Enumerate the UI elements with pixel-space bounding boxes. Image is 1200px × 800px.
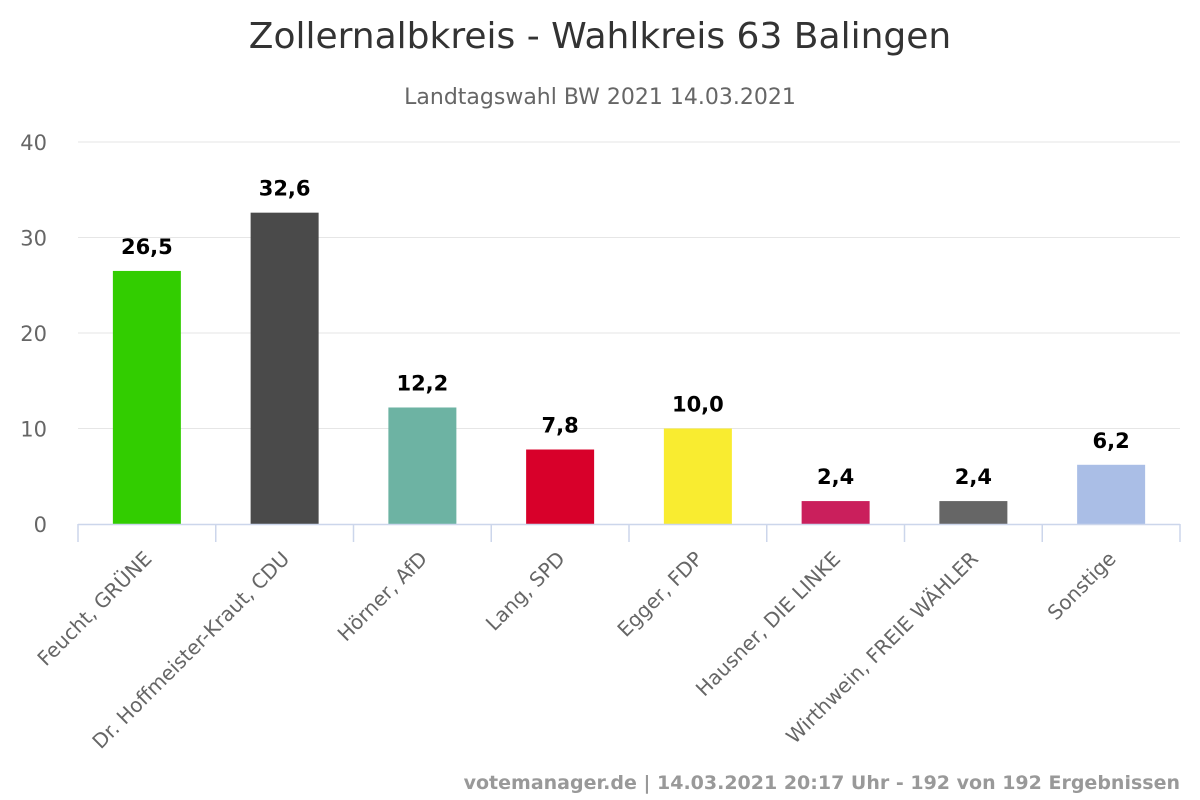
data-label: 32,6 bbox=[259, 177, 311, 201]
x-tick-label: Egger, FDP bbox=[612, 547, 707, 642]
data-label: 2,4 bbox=[817, 465, 854, 489]
x-tick-label: Sonstige bbox=[1043, 547, 1121, 625]
x-tick-label: Hausner, DIE LINKE bbox=[691, 547, 845, 701]
bar[interactable] bbox=[250, 212, 319, 525]
bar[interactable] bbox=[388, 407, 457, 524]
chart-subtitle: Landtagswahl BW 2021 14.03.2021 bbox=[404, 85, 796, 110]
bar[interactable] bbox=[526, 449, 595, 524]
x-tick-label: Feucht, GRÜNE bbox=[32, 547, 156, 671]
y-tick-label: 30 bbox=[20, 227, 47, 251]
bar[interactable] bbox=[1077, 464, 1146, 524]
credits-text: votemanager.de | 14.03.2021 20:17 Uhr - … bbox=[464, 772, 1180, 794]
data-label: 12,2 bbox=[396, 371, 448, 395]
y-tick-label: 10 bbox=[20, 418, 47, 442]
bar[interactable] bbox=[663, 428, 732, 525]
y-tick-label: 20 bbox=[20, 322, 47, 346]
y-tick-label: 0 bbox=[34, 513, 47, 537]
data-label: 7,8 bbox=[542, 414, 579, 438]
y-tick-label: 40 bbox=[20, 131, 47, 155]
x-tick-label: Lang, SPD bbox=[481, 547, 570, 636]
x-tick-label: Hörner, AfD bbox=[333, 547, 432, 646]
y-axis: 0 10 20 30 40 bbox=[20, 131, 47, 537]
bar[interactable] bbox=[801, 501, 870, 524]
bar[interactable] bbox=[939, 501, 1008, 524]
data-label: 6,2 bbox=[1093, 429, 1130, 453]
data-label: 2,4 bbox=[955, 465, 992, 489]
bar[interactable] bbox=[112, 270, 181, 524]
chart-title: Zollernalbkreis - Wahlkreis 63 Balingen bbox=[249, 16, 951, 57]
credits-link[interactable]: votemanager.de | 14.03.2021 20:17 Uhr - … bbox=[464, 772, 1180, 794]
gridlines bbox=[78, 141, 1180, 429]
data-label: 26,5 bbox=[121, 235, 173, 259]
data-label: 10,0 bbox=[672, 393, 724, 417]
bars bbox=[112, 212, 1146, 525]
data-labels: 26,5 32,6 12,2 7,8 10,0 2,4 2,4 6,2 bbox=[121, 177, 1130, 489]
